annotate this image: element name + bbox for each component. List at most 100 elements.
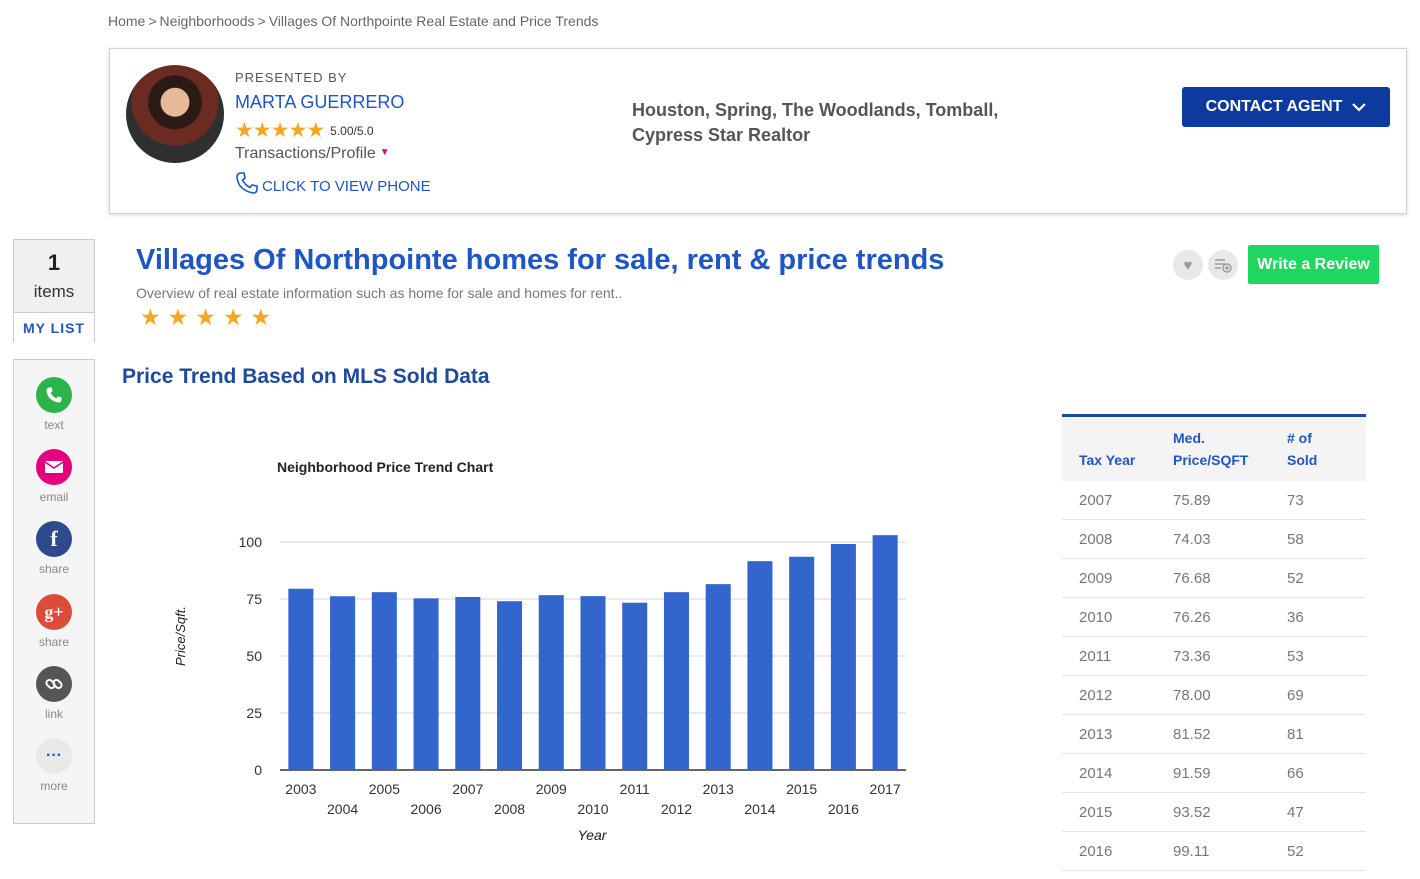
header-med-price-line2: Price/SQFT <box>1173 452 1249 468</box>
chart-x-tick-label: 2013 <box>703 781 734 797</box>
chart-bar[interactable] <box>497 601 523 770</box>
header-num-sold: # of Sold <box>1287 427 1366 471</box>
share-link-label: link <box>44 707 63 721</box>
chart-bar[interactable] <box>455 596 481 770</box>
cell-year: 2009 <box>1079 569 1113 587</box>
google-plus-icon: g+ <box>36 594 72 630</box>
share-more-button[interactable]: ··· more <box>14 738 94 793</box>
chart-x-axis-label: Year <box>578 827 608 843</box>
chart-bar[interactable] <box>371 592 397 770</box>
cell-price: 81.52 <box>1173 725 1211 743</box>
star-icon: ★ <box>288 119 308 142</box>
table-row: 2012 78.00 69 <box>1062 676 1366 715</box>
chart-x-tick-label: 2004 <box>327 801 358 817</box>
chart-bar[interactable] <box>288 588 314 770</box>
write-review-button[interactable]: Write a Review <box>1248 245 1379 284</box>
star-icon[interactable]: ★ <box>250 304 272 330</box>
header-med-price-line1: Med. <box>1173 430 1205 446</box>
view-phone-link[interactable]: CLICK TO VIEW PHONE <box>235 171 431 201</box>
chart-bar[interactable] <box>872 535 898 770</box>
chart-bar[interactable] <box>663 592 689 770</box>
cell-year: 2013 <box>1079 725 1113 743</box>
cell-year: 2011 <box>1079 647 1112 665</box>
neighborhood-rating[interactable]: ★ ★ ★ ★ ★ <box>140 304 272 330</box>
chart-x-tick-label: 2008 <box>494 801 525 817</box>
cell-price: 76.26 <box>1173 608 1211 626</box>
header-num-sold-line2: Sold <box>1287 452 1318 468</box>
breadcrumb-neighborhoods[interactable]: Neighborhoods <box>159 13 255 29</box>
share-sidebar: text email f share g+ share link ··· mor… <box>13 359 95 824</box>
cell-sold: 73 <box>1287 491 1304 509</box>
cell-year: 2007 <box>1079 491 1113 509</box>
table-row: 2010 76.26 36 <box>1062 598 1366 637</box>
chart-bar[interactable] <box>705 584 731 770</box>
star-icon: ★ <box>252 119 272 142</box>
share-google-plus-button[interactable]: g+ share <box>14 594 94 649</box>
chart-bar[interactable] <box>413 598 439 770</box>
cell-price: 75.89 <box>1173 491 1211 509</box>
heart-icon: ♥ <box>1183 256 1193 274</box>
price-trend-chart: Neighborhood Price Trend Chart 0 25 50 75 10… <box>173 459 906 843</box>
phone-icon <box>235 171 259 201</box>
chart-x-tick-label: 2003 <box>285 781 316 797</box>
chart-bar[interactable] <box>830 544 856 770</box>
share-email-button[interactable]: email <box>14 449 94 504</box>
phone-icon <box>36 377 72 413</box>
agent-name-link[interactable]: MARTA GUERRERO <box>235 92 405 112</box>
cell-year: 2010 <box>1079 608 1113 626</box>
breadcrumb-home[interactable]: Home <box>108 13 146 29</box>
agent-rating: ★ ★ ★ ★ ★ 5.00/5.0 <box>235 120 374 141</box>
chart-x-tick-label: 2012 <box>661 801 692 817</box>
chart-x-tick-label: 2005 <box>369 781 400 797</box>
cell-sold: 52 <box>1287 569 1304 587</box>
star-icon[interactable]: ★ <box>167 304 189 330</box>
share-link-button[interactable]: link <box>14 666 94 721</box>
my-list-button[interactable]: MY LIST <box>14 312 94 343</box>
transactions-profile-dropdown[interactable]: Transactions/Profile ▼ <box>235 145 390 163</box>
cell-price: 93.52 <box>1173 803 1211 821</box>
agent-avatar[interactable] <box>126 65 224 163</box>
cell-price: 76.68 <box>1173 569 1211 587</box>
share-facebook-button[interactable]: f share <box>14 521 94 576</box>
table-row: 2007 75.89 73 <box>1062 481 1366 520</box>
page-title: Villages Of Northpointe homes for sale, … <box>136 244 945 276</box>
rating-value: 5.00/5.0 <box>330 123 374 138</box>
star-icon[interactable]: ★ <box>222 304 244 330</box>
favorite-button[interactable]: ♥ <box>1173 250 1203 280</box>
chart-bar[interactable] <box>622 602 648 770</box>
share-text-button[interactable]: text <box>14 377 94 432</box>
chart-bar[interactable] <box>789 556 815 770</box>
chart-bar[interactable] <box>747 561 773 770</box>
price-table-header: Tax Year Med. Price/SQFT # of Sold <box>1062 417 1366 481</box>
service-area: Houston, Spring, The Woodlands, Tomball,… <box>632 100 999 145</box>
star-icon[interactable]: ★ <box>140 304 161 330</box>
cell-sold: 66 <box>1287 764 1304 782</box>
chart-x-tick-label: 2014 <box>744 801 775 817</box>
chart-y-tick-label: 0 <box>254 762 262 778</box>
chart-bar[interactable] <box>580 596 606 770</box>
breadcrumb-separator: > <box>148 13 157 29</box>
chevron-down-icon <box>1352 103 1367 112</box>
chart-y-tick-label: 25 <box>246 705 262 721</box>
cell-price: 73.36 <box>1173 647 1211 665</box>
my-list-widget[interactable]: 1 items MY LIST <box>13 239 95 343</box>
add-to-list-button[interactable] <box>1208 250 1238 280</box>
section-title: Price Trend Based on MLS Sold Data <box>122 365 490 388</box>
table-row: 2013 81.52 81 <box>1062 715 1366 754</box>
cell-year: 2008 <box>1079 530 1113 548</box>
share-facebook-label: share <box>38 562 70 576</box>
chart-bar[interactable] <box>538 595 564 770</box>
header-num-sold-line1: # of <box>1287 430 1312 446</box>
table-row: 2016 99.11 52 <box>1062 832 1366 871</box>
table-row: 2009 76.68 52 <box>1062 559 1366 598</box>
chart-x-tick-label: 2011 <box>620 781 650 797</box>
price-table-body: 2007 75.89 73 2008 74.03 58 2009 76.68 52 2010 76.… <box>1062 481 1366 871</box>
cell-year: 2016 <box>1079 842 1113 860</box>
share-text-label: text <box>44 418 64 432</box>
contact-agent-button[interactable]: CONTACT AGENT <box>1182 87 1390 127</box>
cell-year: 2015 <box>1079 803 1113 821</box>
chart-bar[interactable] <box>330 596 356 770</box>
cell-price: 78.00 <box>1173 686 1211 704</box>
star-icon[interactable]: ★ <box>195 304 216 330</box>
chart-x-tick-label: 2016 <box>828 801 859 817</box>
